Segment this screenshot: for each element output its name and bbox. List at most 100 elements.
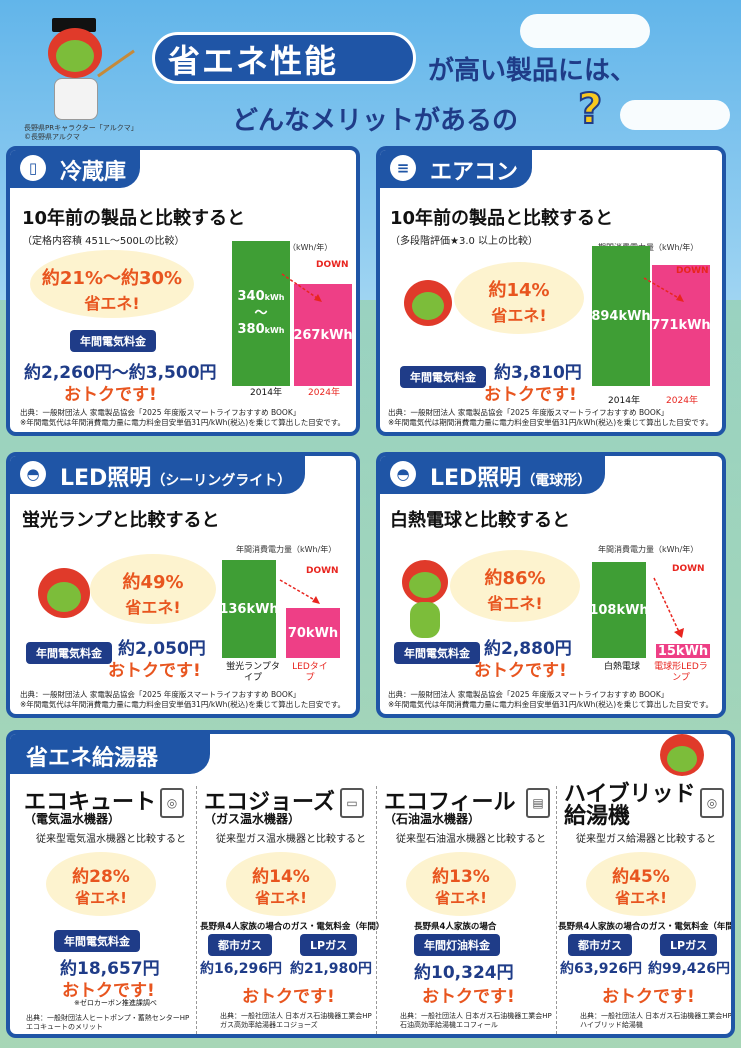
card-tab: ≡ エアコン — [380, 150, 533, 188]
electric-cost-label: 年間電気料金 — [394, 642, 480, 664]
source-note: 出典：一般社団法人 日本ガス石油機器工業会HP ハイブリッド給湯機 — [580, 1012, 732, 1029]
saving-bubble: 約14% 省エネ! — [226, 852, 336, 916]
x-label-2014: 2014年 — [608, 396, 640, 406]
condition-note: 長野県4人家族の場合 — [414, 922, 497, 932]
condition-text: （多段階評価★3.0 以上の比較） — [390, 236, 539, 247]
savings-text: おトクです! — [484, 385, 577, 405]
bar-led-bulb: 15kWh — [656, 643, 710, 659]
column-divider — [556, 786, 557, 1034]
card-led-ceiling: ◓ LED照明（シーリングライト） 蛍光ランプと比較すると 約49% 省エネ! 年間… — [6, 452, 360, 718]
mascot-icon — [38, 568, 90, 620]
heater-title: エコキュート — [24, 790, 157, 815]
page-title-line2: どんなメリットがあるの — [232, 106, 519, 136]
card-tab: ▯ 冷蔵庫 — [10, 150, 141, 188]
compare-text: 10年前の製品と比較すると — [390, 208, 614, 229]
card-fridge: ▯ 冷蔵庫 10年前の製品と比較すると （定格内容積 451L～500Lの比較） … — [6, 146, 360, 436]
question-mark: ? — [577, 83, 603, 134]
water-heater-section: 省エネ給湯器 エコキュート ◎ （電気温水機器） 従来型電気温水機器と比較すると… — [6, 730, 735, 1038]
compare-text: 蛍光ランプと比較すると — [22, 510, 220, 531]
fridge-icon: ▯ — [20, 155, 46, 181]
electric-cost-label: 年間電気料金 — [70, 330, 156, 352]
heater-title: ハイブリッド 給湯機 — [564, 782, 696, 829]
card-led-bulb: ◓ LED照明（電球形） 白熱電球と比較すると 約86% 省エネ! 年間電気料金 約… — [376, 452, 726, 718]
savings-text: おトクです! — [242, 987, 335, 1007]
chart-title: 年間消費電力量（kWh/年） — [236, 545, 337, 554]
down-label: DOWN — [672, 564, 705, 574]
city-gas-label: 都市ガス — [208, 934, 272, 956]
condition-note: 長野県4人家族の場合のガス・電気料金（年間） — [558, 922, 735, 932]
heater-subtitle: （電気温水機器） — [24, 812, 121, 826]
down-arrow — [279, 579, 320, 604]
saving-bubble: 約28% 省エネ! — [46, 852, 156, 916]
price-text: 約2,880円 — [484, 639, 572, 659]
saving-bubble: 約45% 省エネ! — [586, 852, 696, 916]
source-note: 出典：一般財団法人 家電製品協会「2025 年度版スマートライフおすすめ BOO… — [20, 408, 345, 427]
electric-cost-label: 年間電気料金 — [26, 642, 112, 664]
price-text: 約18,657円 — [60, 959, 160, 979]
gas-heater-icon: ▭ — [340, 788, 364, 818]
source-note: 出典：一般財団法人 家電製品協会「2025 年度版スマートライフおすすめ BOO… — [20, 690, 345, 709]
page-title-line1: が高い製品には、 — [428, 56, 637, 86]
price-text: 約2,260円～約3,500円 — [24, 363, 217, 383]
lp-gas-price: 約21,980円 — [290, 961, 373, 977]
city-gas-price: 約16,296円 — [200, 961, 283, 977]
bulb-icon: ◓ — [390, 461, 416, 487]
saving-bubble: 約21%～約30% 省エネ! — [30, 250, 194, 318]
source-note: 出典：一般社団法人 日本ガス石油機器工業会HP ガス高効率給湯器エコジョーズ — [220, 1012, 372, 1029]
savings-text: おトクです! — [108, 661, 201, 681]
price-text: 約10,324円 — [414, 963, 514, 983]
mascot-credit: 長野県PRキャラクター「アルクマ」 ©長野県アルクマ — [24, 124, 138, 141]
heater-title: エコフィール — [384, 790, 516, 815]
cloud — [620, 100, 730, 130]
heater-hybrid: ハイブリッド 給湯機 ◎ 従来型ガス給湯器と比較すると 約45% 省エネ! 長野県4… — [556, 780, 735, 1034]
source-note: 出典：一般財団法人 家電製品協会「2025 年度版スマートライフおすすめ BOO… — [388, 690, 713, 709]
heater-subtitle: （石油温水機器） — [384, 812, 481, 826]
title-pill — [152, 32, 416, 84]
savings-text: おトクです! — [422, 987, 515, 1007]
compare-text: 従来型ガス給湯器と比較すると — [576, 834, 716, 845]
source-note: 出典：一般財団法人ヒートポンプ・蓄熱センターHP エコキュートのメリット — [26, 1014, 190, 1031]
savings-text: おトクです! — [62, 981, 155, 1001]
down-label: DOWN — [306, 566, 339, 576]
x-label-fluorescent: 蛍光ランプタイプ — [226, 662, 280, 683]
card-tab: ◓ LED照明（電球形） — [380, 456, 606, 494]
saving-bubble: 約49% 省エネ! — [90, 554, 216, 624]
lp-gas-label: LPガス — [660, 934, 718, 956]
x-label-2024: 2024年 — [308, 388, 340, 398]
x-label-incandescent: 白熱電球 — [603, 662, 640, 672]
mascot-icon — [402, 560, 448, 640]
heat-pump-icon: ◎ — [160, 788, 184, 818]
compare-text: 10年前の製品と比較すると — [22, 208, 246, 229]
x-label-led-bulb: 電球形LEDランプ — [654, 662, 708, 683]
ceiling-light-icon: ◓ — [20, 461, 46, 487]
down-label: DOWN — [316, 260, 349, 270]
bar-led: 70kWh — [286, 608, 340, 658]
down-arrow — [281, 273, 322, 302]
heater-subtitle: （ガス温水機器） — [204, 812, 301, 826]
compare-text: 従来型電気温水機器と比較すると — [36, 834, 186, 845]
electric-cost-label: 年間電気料金 — [400, 366, 486, 388]
card-tab: ◓ LED照明（シーリングライト） — [10, 456, 306, 494]
aircon-icon: ≡ — [390, 155, 416, 181]
column-divider — [196, 786, 197, 1034]
city-gas-price: 約63,926円 — [560, 961, 643, 977]
bar-2014: 894kWh — [591, 246, 651, 386]
bar-2014: 340kWh 〜 380kWh — [232, 241, 290, 386]
price-text: 約3,810円 — [494, 363, 582, 383]
compare-text: 従来型ガス温水機器と比較すると — [216, 834, 366, 845]
heater-ecocute: エコキュート ◎ （電気温水機器） 従来型電気温水機器と比較すると 約28% 省エ… — [16, 780, 196, 1034]
lp-gas-label: LPガス — [300, 934, 358, 956]
heater-ecofeel: エコフィール ▤ （石油温水機器） 従来型石油温水機器と比較すると 約13% 省エ… — [376, 780, 556, 1034]
compare-text: 白熱電球と比較すると — [390, 510, 570, 531]
price-text: 約2,050円 — [118, 639, 206, 659]
savings-text: おトクです! — [602, 987, 695, 1007]
mascot-professor-icon — [44, 18, 135, 122]
chart-title: 年間消費電力量（kWh/年） — [598, 545, 699, 554]
source-note: 出典：一般社団法人 日本ガス石油機器工業会HP 石油高効率給湯機エコフィール — [400, 1012, 552, 1029]
lp-gas-price: 約99,426円 — [648, 961, 731, 977]
cost-label: 年間電気料金 — [54, 930, 140, 952]
cloud — [520, 14, 650, 48]
condition-note: 長野県4人家族の場合のガス・電気料金（年間） — [200, 922, 385, 932]
saving-bubble: 約14% 省エネ! — [454, 262, 584, 334]
mascot-icon — [654, 734, 714, 782]
